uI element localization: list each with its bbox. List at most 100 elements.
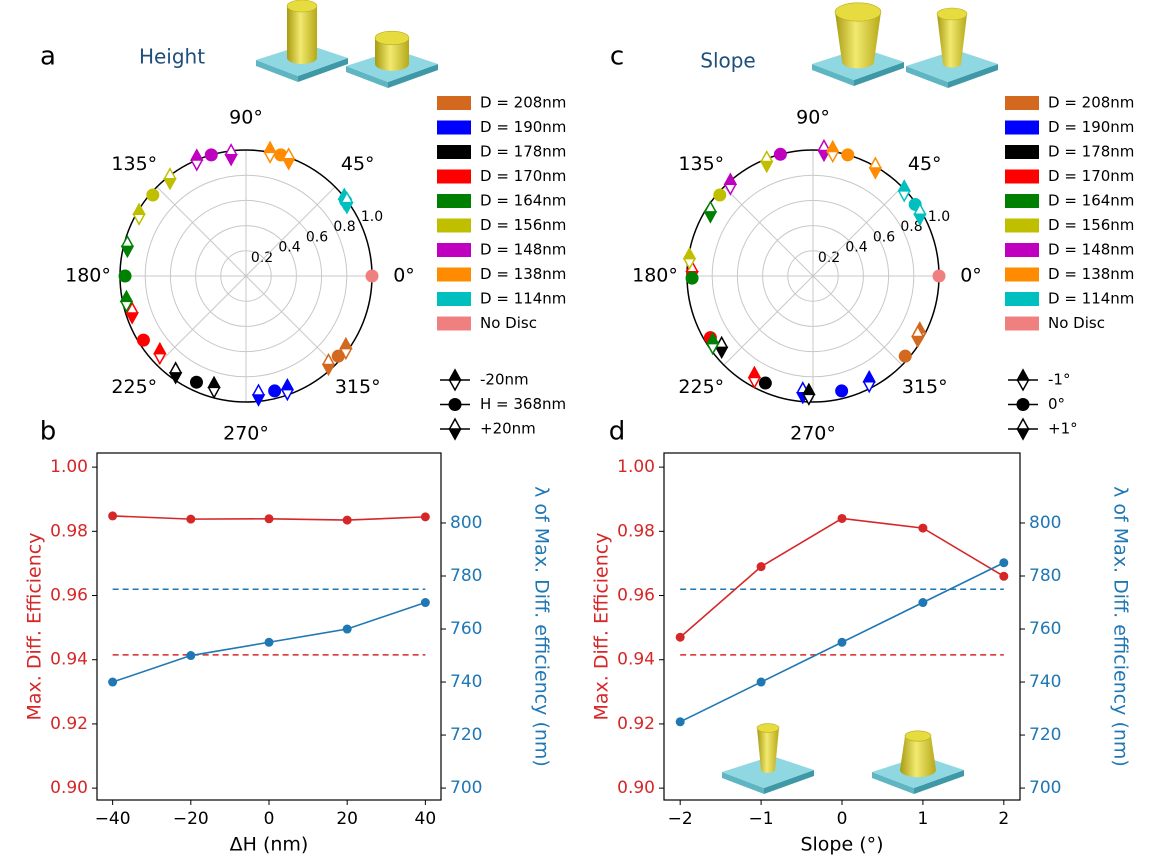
cylinder-body (287, 6, 317, 64)
cylinder-body (375, 38, 409, 71)
marker (204, 148, 218, 162)
marker-dot (758, 376, 772, 390)
cylinder-body (900, 736, 936, 778)
marker-dot (713, 188, 727, 202)
radial-tick-label: 1.0 (928, 209, 950, 225)
marker-dot (448, 398, 462, 411)
y-tick-label: 0.90 (50, 778, 88, 798)
marker (682, 247, 697, 271)
series-point (420, 598, 430, 608)
marker-half (897, 179, 911, 192)
legend-swatch (1005, 194, 1039, 208)
cylinder-top (904, 730, 932, 742)
marker-half (153, 342, 167, 355)
y-tick-label: 0.98 (617, 521, 655, 541)
marker (448, 398, 462, 411)
marker (802, 382, 816, 406)
legend-label: No Disc (1048, 314, 1105, 332)
legend-swatch (1005, 120, 1039, 135)
marker-dot (136, 333, 150, 347)
angular-grid (812, 186, 903, 277)
x-tick-label: 40 (415, 809, 437, 829)
x-tick-label: 0 (264, 809, 275, 829)
y-tick-label: 1.00 (50, 457, 88, 477)
marker (747, 365, 762, 390)
legend-swatch (1005, 96, 1039, 110)
marker-half (802, 382, 816, 396)
substrate-side (346, 66, 388, 88)
marker-dot (189, 375, 203, 389)
illustration (812, 2, 904, 86)
series-point (342, 515, 352, 525)
substrate-side (256, 60, 298, 82)
marker (281, 147, 296, 171)
marker (448, 368, 462, 392)
y2-tick-label: 700 (1029, 778, 1061, 798)
legend-label: +1° (1048, 420, 1078, 438)
substrate-side (948, 64, 998, 88)
marker-half (132, 202, 146, 216)
legend-swatch (1005, 267, 1039, 282)
angular-tick-label: 225° (678, 376, 724, 398)
series-point (108, 677, 118, 687)
marker-half (723, 172, 738, 185)
angular-tick-label: 90° (229, 107, 263, 129)
marker (207, 375, 221, 399)
marker-half (862, 370, 876, 383)
legend-swatch (437, 194, 471, 208)
angular-tick-label: 315° (902, 376, 948, 398)
marker (835, 384, 849, 398)
x-tick-label: −2 (668, 809, 693, 829)
marker-half (321, 363, 336, 377)
marker-half (817, 149, 831, 163)
marker-half (263, 140, 277, 154)
marker (132, 202, 146, 226)
marker (685, 271, 699, 285)
marker (146, 188, 160, 202)
marker (841, 148, 855, 162)
y-tick-label: 0.98 (50, 521, 88, 541)
angular-grid (245, 275, 336, 366)
angular-tick-label: 135° (678, 153, 724, 175)
x-axis-label: Slope (°) (800, 834, 883, 856)
marker (280, 378, 295, 402)
angular-grid (723, 186, 814, 277)
legend-label: No Disc (480, 314, 537, 332)
radial-tick-label: 0.6 (306, 229, 328, 245)
marker (136, 333, 150, 347)
marker (759, 149, 774, 174)
marker (321, 352, 336, 377)
marker-half (189, 148, 204, 161)
marker-dot (835, 384, 849, 398)
marker (251, 383, 266, 407)
marker (723, 172, 738, 196)
marker (932, 269, 946, 283)
marker (1016, 417, 1030, 441)
marker-half (1016, 428, 1030, 441)
y2-axis-label: λ of Max. Diff. efficiency (nm) (1110, 486, 1132, 767)
radial-tick-label: 0.6 (873, 229, 895, 245)
cylinder-top (936, 7, 968, 21)
legend-swatch (437, 267, 471, 282)
panel-title: Slope (700, 49, 756, 73)
marker-dot (841, 148, 855, 162)
marker (168, 361, 183, 385)
marker-half (1016, 368, 1030, 381)
marker (118, 269, 132, 283)
angular-grid (812, 275, 903, 366)
marker-half (747, 365, 762, 379)
y2-tick-label: 740 (1029, 672, 1061, 692)
x-axis-label: ΔH (nm) (230, 834, 309, 856)
angular-tick-label: 0° (393, 265, 415, 287)
y2-tick-label: 800 (1029, 513, 1061, 533)
angular-grid (723, 275, 814, 366)
marker-half (868, 167, 883, 180)
marker-dot (268, 384, 282, 398)
cylinder-body (835, 12, 881, 69)
series-point (675, 632, 685, 642)
marker (125, 301, 139, 325)
legend-label: D = 148nm (480, 241, 566, 259)
marker-half (280, 378, 295, 391)
x-tick-label: 0 (837, 809, 848, 829)
